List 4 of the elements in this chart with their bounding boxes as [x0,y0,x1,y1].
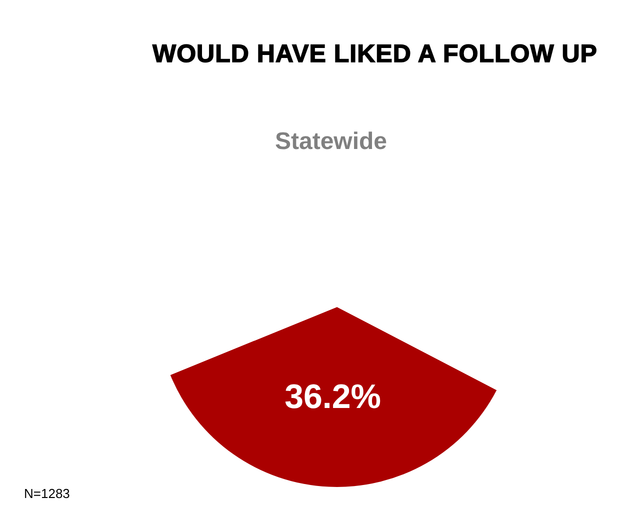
data-label: 36.2% [284,378,382,416]
chart-title: WOULD HAVE LIKED A FOLLOW UP [152,40,598,68]
chart-subtitle: Statewide [274,128,388,155]
text: N=1283 [24,486,70,501]
